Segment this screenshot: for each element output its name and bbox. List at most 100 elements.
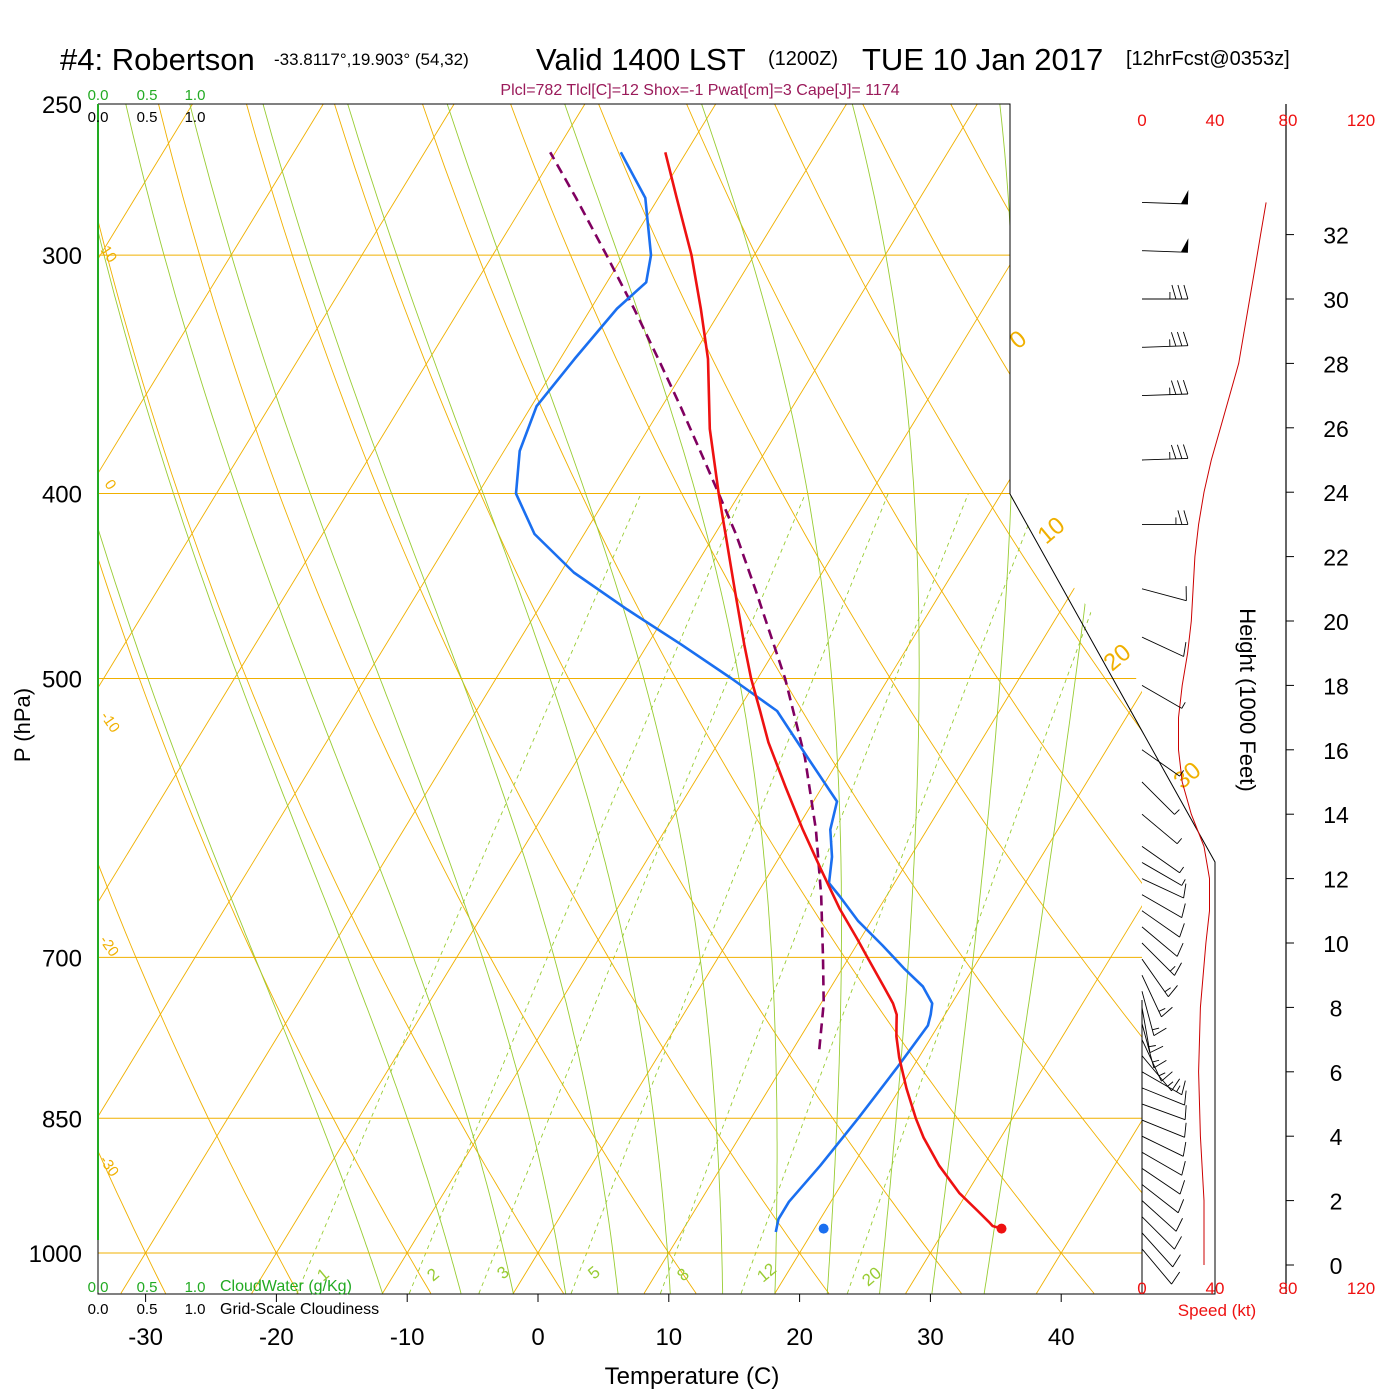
dry-adiabat-label: 0 — [1005, 325, 1033, 354]
cloudwater-scale-top: 1.0 — [185, 87, 206, 104]
dry-adiabat-line — [862, 104, 1142, 1294]
dry-adiabat-line — [334, 104, 962, 1294]
wind-barb — [1142, 510, 1189, 525]
wind-barb — [1142, 284, 1189, 300]
isotherm-line — [774, 104, 1142, 1294]
cloudwater-scale-top: 0.5 — [137, 87, 158, 104]
pressure-tick-label: 250 — [42, 92, 82, 119]
wind-barb — [1141, 1023, 1167, 1069]
cloudiness-scale-top: 0.5 — [137, 109, 158, 126]
wind-barb — [1141, 586, 1187, 602]
isotherm-line — [512, 104, 1142, 1294]
mixing-ratio-line — [570, 493, 889, 1294]
dry-adiabat-line — [422, 104, 1095, 1294]
pressure-tick-label: 300 — [42, 243, 82, 270]
cloudiness-scale-top: 1.0 — [185, 109, 206, 126]
height-tick-label: 12 — [1323, 867, 1349, 893]
wind-barb — [1141, 975, 1173, 1018]
plot-frame — [97, 103, 1216, 1295]
height-tick-label: 26 — [1323, 416, 1349, 442]
wind-barb — [1141, 910, 1185, 938]
isotherm-label: 0 — [101, 477, 120, 494]
height-tick-label: 14 — [1323, 802, 1349, 828]
moist-adiabat-line — [189, 104, 567, 1294]
temperature-tick-label: 40 — [1048, 1324, 1075, 1351]
isotherm-label: -10 — [97, 709, 123, 737]
mixing-ratio-line — [740, 493, 1041, 1294]
dry-adiabat-line — [1303, 104, 1400, 1293]
isotherm-line — [251, 104, 978, 1294]
title-date: TUE 10 Jan 2017 — [862, 42, 1104, 77]
dry-adiabat-line — [158, 104, 697, 1294]
wind-barb — [1141, 1087, 1187, 1106]
wind-barb — [1141, 238, 1189, 253]
speed-tick-top: 120 — [1347, 111, 1375, 130]
speed-tick-top: 0 — [1137, 111, 1146, 130]
dry-adiabat-line — [98, 104, 564, 1294]
height-tick-label: 30 — [1323, 287, 1349, 313]
cloudiness-scale-bottom: 0.5 — [137, 1301, 158, 1318]
title-valid: Valid 1400 LST — [536, 42, 746, 77]
wind-barb — [1141, 1184, 1185, 1214]
speed-axis-title: Speed (kt) — [1178, 1301, 1256, 1320]
isotherm-label: -30 — [96, 1153, 122, 1181]
dry-adiabat-line — [686, 104, 1142, 1294]
height-axis-title: Height (1000 Feet) — [1235, 608, 1260, 791]
moist-adiabat-line — [98, 104, 462, 1294]
wind-barb — [1141, 685, 1186, 709]
wind-barb — [1141, 636, 1187, 657]
height-tick-label: 2 — [1330, 1189, 1343, 1215]
mixing-ratio-label: 2 — [423, 1264, 442, 1285]
isotherm-line — [382, 104, 1109, 1294]
isotherm-line — [98, 104, 324, 1294]
height-tick-label: 4 — [1330, 1124, 1343, 1150]
mixing-ratio-line — [408, 493, 744, 1294]
cloudiness-label: Grid-Scale Cloudiness — [220, 1301, 379, 1318]
isotherm-line — [120, 104, 847, 1294]
speed-tick-top: 40 — [1206, 111, 1225, 130]
temperature-tick-label: 20 — [786, 1324, 813, 1351]
title-forecast: [12hrFcst@0353z] — [1126, 48, 1290, 70]
temperature-tick-label: 30 — [917, 1324, 944, 1351]
wind-barb — [1141, 781, 1180, 815]
isotherm-line — [98, 104, 455, 1294]
speed-tick-bottom: 80 — [1279, 1279, 1298, 1298]
wind-barb — [1141, 942, 1182, 976]
height-tick-label: 32 — [1323, 223, 1349, 249]
cloudwater-label: CloudWater (g/Kg) — [220, 1278, 352, 1295]
y-axis-title: P (hPa) — [10, 688, 35, 762]
speed-tick-bottom: 0 — [1137, 1279, 1146, 1298]
speed-tick-top: 80 — [1279, 111, 1298, 130]
wind-barb — [1141, 1135, 1187, 1157]
chart-title: #4: Robertson -33.8117°,19.903° (54,32) … — [0, 38, 1400, 88]
moist-adiabat-line — [446, 104, 724, 1294]
dry-adiabat-line — [774, 104, 1142, 1294]
dry-adiabat-line — [98, 104, 167, 1294]
pressure-tick-label: 1000 — [29, 1241, 82, 1268]
height-tick-label: 18 — [1323, 673, 1349, 699]
wind-barb — [1141, 1151, 1186, 1176]
wind-barb — [1141, 1248, 1181, 1285]
moist-adiabat-line — [701, 104, 842, 1294]
wind-barb — [1141, 190, 1189, 205]
moist-adiabat-line — [564, 104, 778, 1294]
pressure-tick-label: 400 — [42, 482, 82, 509]
isotherm-label: -20 — [96, 933, 122, 961]
dry-adiabat-line — [1126, 104, 1142, 1294]
dry-adiabat-label: 20 — [1099, 639, 1137, 677]
wind-barb — [1141, 878, 1187, 899]
isotherm-line — [643, 104, 1142, 1294]
temperature-tick-label: -10 — [390, 1324, 425, 1351]
wind-barb — [1141, 846, 1184, 874]
wind-barb — [1141, 331, 1189, 348]
wind-barb — [1141, 444, 1189, 461]
wind-barb — [1141, 1216, 1182, 1250]
cloudiness-scale-top: 0.0 — [88, 109, 109, 126]
speed-tick-bottom: 40 — [1206, 1279, 1225, 1298]
mixing-ratio-line — [846, 493, 1136, 1294]
pressure-tick-label: 700 — [42, 945, 82, 972]
wind-barb — [1141, 380, 1189, 397]
height-tick-label: 6 — [1330, 1060, 1343, 1086]
x-axis-title: Temperature (C) — [605, 1363, 780, 1390]
